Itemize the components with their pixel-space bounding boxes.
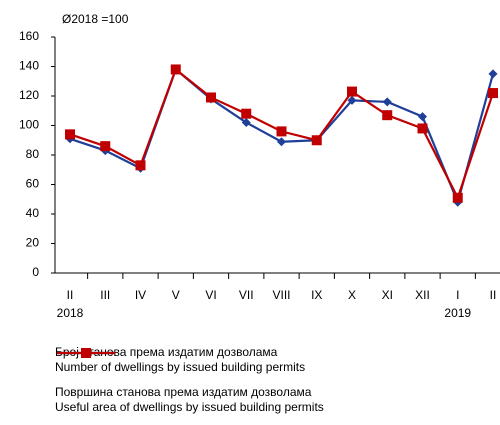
marker [135, 160, 146, 171]
marker [488, 88, 498, 99]
y-tick-label: 60 [26, 177, 40, 191]
x-tick-label: VI [205, 288, 216, 302]
marker [382, 97, 392, 107]
marker [276, 126, 287, 137]
y-tick-label: 120 [19, 88, 39, 102]
marker [81, 348, 91, 358]
x-tick-label: VIII [272, 288, 290, 302]
marker [347, 86, 357, 97]
x-tick-label: XI [382, 288, 393, 302]
legend-key [57, 348, 115, 358]
marker [170, 64, 181, 75]
y-tick-label: 140 [19, 59, 39, 73]
x-tick-label: X [348, 288, 356, 302]
legend: Број станова према издатим дозволама Num… [55, 345, 495, 425]
y-tick-label: 20 [26, 236, 40, 250]
marker [277, 137, 286, 147]
marker [418, 112, 427, 122]
marker [347, 95, 357, 105]
x-tick-label: XII [415, 288, 430, 302]
marker [100, 141, 111, 152]
y-tick-label: 0 [32, 265, 39, 279]
legend-item: Површина станова према издатим дозволама… [55, 348, 495, 415]
marker [382, 110, 393, 121]
marker [206, 92, 216, 103]
x-tick-label: VII [239, 288, 254, 302]
marker [241, 108, 252, 119]
marker [417, 123, 428, 134]
y-tick-label: 80 [26, 147, 40, 161]
y-tick-label: 40 [26, 206, 40, 220]
x-tick-label: IX [311, 288, 322, 302]
x-tick-label: IV [135, 288, 146, 302]
chart: Ø2018 =100 020406080100120140160II2018II… [19, 12, 500, 320]
marker [452, 192, 463, 203]
marker [488, 69, 498, 79]
y-tick-label: 160 [19, 29, 39, 43]
x-tick-label: II [490, 288, 497, 302]
legend-label: Број станова према издатим дозволама Num… [55, 345, 306, 374]
x-tick-label: V [172, 288, 180, 302]
x-tick-label: II [67, 288, 74, 302]
marker [311, 135, 322, 146]
marker [241, 118, 251, 128]
legend-label: Површина станова према издатим дозволама… [55, 385, 324, 414]
y-tick-label: 100 [19, 118, 39, 132]
marker [65, 129, 75, 140]
year-label: 2019 [444, 306, 471, 320]
x-tick-label: III [100, 288, 110, 302]
year-label: 2018 [57, 306, 84, 320]
annotation: Ø2018 =100 [62, 12, 129, 26]
legend-item: Број станова према издатим дозволама Num… [55, 345, 495, 375]
x-tick-label: I [456, 288, 459, 302]
